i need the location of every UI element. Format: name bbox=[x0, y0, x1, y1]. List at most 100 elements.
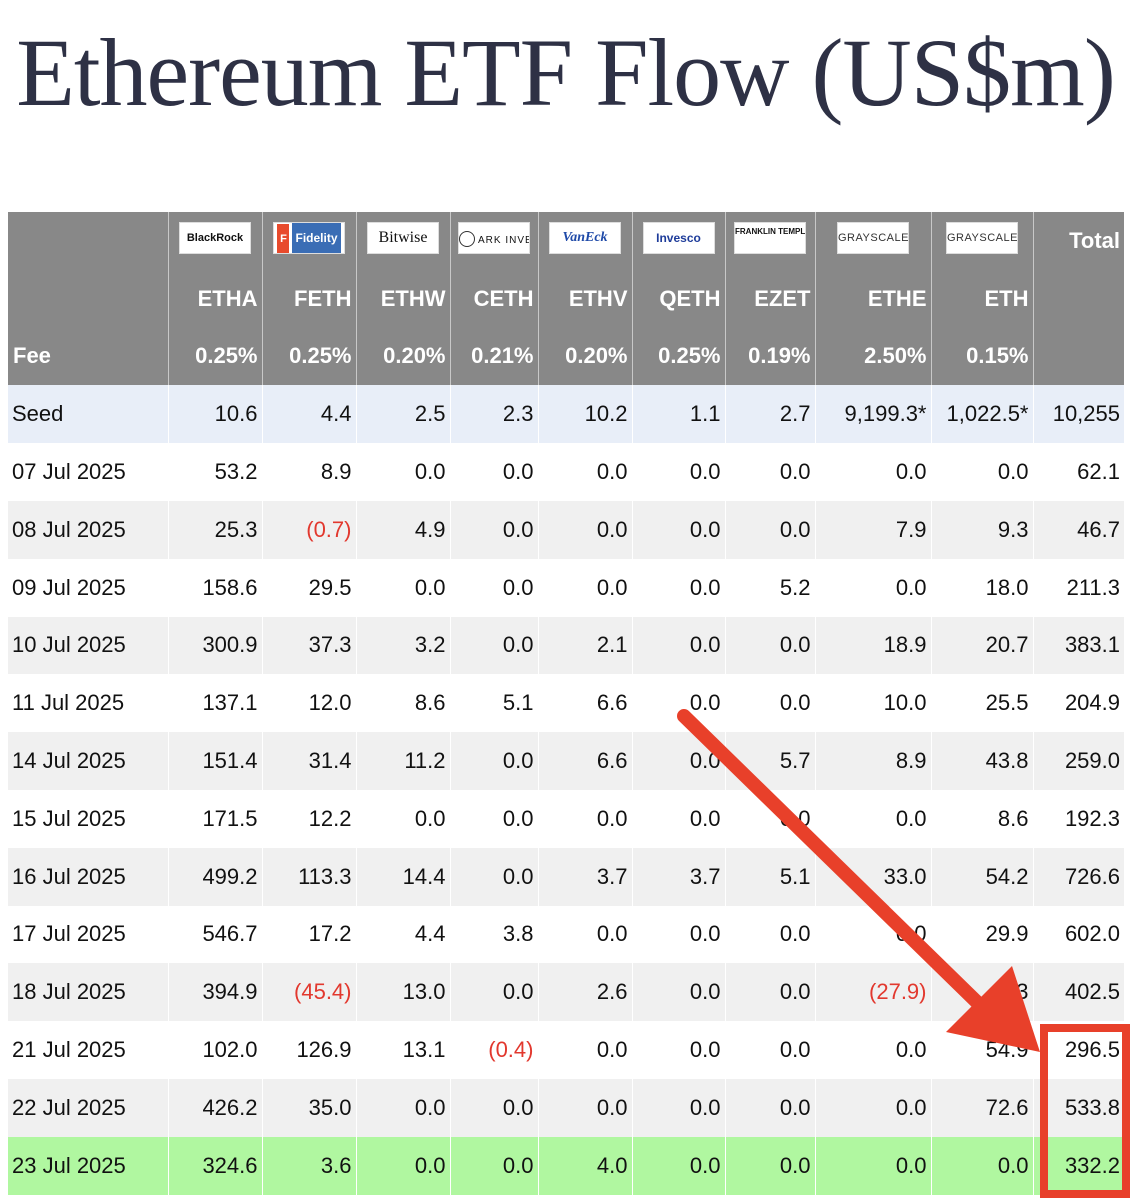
flow-cell: 0.0 bbox=[537, 443, 632, 501]
flow-cell: 0.0 bbox=[537, 558, 632, 617]
flow-cell: 5.3 bbox=[930, 963, 1033, 1022]
ticker-cell: ETHA bbox=[167, 269, 262, 328]
row-label: 08 Jul 2025 bbox=[8, 500, 168, 559]
flow-cell: 4.0 bbox=[537, 1136, 632, 1195]
flow-cell: 5.2 bbox=[724, 558, 815, 617]
flow-cell: 35.0 bbox=[261, 1078, 356, 1137]
row-label: 23 Jul 2025 bbox=[8, 1136, 168, 1195]
fee-cell: 0.25% bbox=[167, 327, 262, 386]
issuer-cell: GRAYSCALE bbox=[930, 212, 1033, 270]
flow-cell: 1,022.5* bbox=[930, 385, 1033, 444]
flow-cell: 3.8 bbox=[449, 905, 538, 964]
flow-cell: 13.0 bbox=[355, 963, 450, 1022]
flow-cell: 102.0 bbox=[167, 1021, 262, 1079]
table-row: Seed 10.6 4.4 2.5 2.3 10.2 1.1 2.7 9,199.3* 1,022… bbox=[8, 385, 1124, 444]
flow-cell: 25.5 bbox=[930, 674, 1033, 733]
issuer-cell: ARK INVEST bbox=[449, 212, 538, 270]
ticker-cell: EZET bbox=[724, 269, 815, 328]
total-cell: 211.3 bbox=[1032, 558, 1124, 617]
flow-cell: 0.0 bbox=[724, 674, 815, 733]
row-label: 21 Jul 2025 bbox=[8, 1021, 168, 1079]
flow-cell: 0.0 bbox=[724, 1136, 815, 1195]
flow-cell: 126.9 bbox=[261, 1021, 356, 1079]
ticker-header-row: ETHA FETH ETHW CETH ETHV QETH EZET ETHE … bbox=[8, 269, 1124, 328]
flow-cell: 14.4 bbox=[355, 847, 450, 906]
total-header: Total bbox=[1032, 212, 1124, 270]
flow-cell: 29.9 bbox=[930, 905, 1033, 964]
ticker-cell: ETHV bbox=[537, 269, 632, 328]
flow-cell: 10.6 bbox=[167, 385, 262, 444]
flow-cell: 12.0 bbox=[261, 674, 356, 733]
flow-cell: 0.0 bbox=[724, 443, 815, 501]
flow-cell: 54.9 bbox=[930, 1021, 1033, 1079]
flow-cell: 0.0 bbox=[355, 1136, 450, 1195]
ticker-cell: QETH bbox=[631, 269, 725, 328]
flow-cell: 37.3 bbox=[261, 616, 356, 675]
flow-cell: 0.0 bbox=[537, 1021, 632, 1079]
flow-cell: 18.9 bbox=[814, 616, 931, 675]
flow-cell: 0.0 bbox=[814, 1078, 931, 1137]
table-row: 17 Jul 2025 546.7 17.2 4.4 3.8 0.0 0.0 0.0 0.0 29… bbox=[8, 905, 1124, 964]
row-label: Seed bbox=[8, 385, 168, 444]
flow-cell: 0.0 bbox=[449, 500, 538, 559]
ticker-cell: ETHE bbox=[814, 269, 931, 328]
flow-cell: 13.1 bbox=[355, 1021, 450, 1079]
header-blank bbox=[8, 269, 168, 328]
total-cell: 192.3 bbox=[1032, 789, 1124, 848]
table-row: 14 Jul 2025 151.4 31.4 11.2 0.0 6.6 0.0 5.7 8.9 4… bbox=[8, 732, 1124, 790]
ticker-cell: FETH bbox=[261, 269, 356, 328]
table-row: 11 Jul 2025 137.1 12.0 8.6 5.1 6.6 0.0 0.0 10.0 2… bbox=[8, 674, 1124, 733]
flow-cell: 0.0 bbox=[724, 789, 815, 848]
flow-cell: 3.7 bbox=[631, 847, 725, 906]
flow-cell: 33.0 bbox=[814, 847, 931, 906]
table-row: 09 Jul 2025 158.6 29.5 0.0 0.0 0.0 0.0 5.2 0.0 18… bbox=[8, 558, 1124, 617]
flow-cell: 0.0 bbox=[449, 963, 538, 1022]
total-cell: 62.1 bbox=[1032, 443, 1124, 501]
fee-cell: 0.20% bbox=[537, 327, 632, 386]
flow-cell: 0.0 bbox=[724, 500, 815, 559]
fee-cell: 0.20% bbox=[355, 327, 450, 386]
flow-cell: (0.7) bbox=[261, 500, 356, 559]
flow-cell: 0.0 bbox=[631, 674, 725, 733]
issuer-cell: Invesco bbox=[631, 212, 725, 270]
row-label: 10 Jul 2025 bbox=[8, 616, 168, 675]
flow-cell: 0.0 bbox=[449, 558, 538, 617]
flow-cell: 0.0 bbox=[814, 443, 931, 501]
flow-cell: 0.0 bbox=[355, 1078, 450, 1137]
fee-header-row: Fee 0.25% 0.25% 0.20% 0.21% 0.20% 0.25% … bbox=[8, 327, 1124, 386]
flow-cell: 0.0 bbox=[537, 1078, 632, 1137]
flow-cell: 0.0 bbox=[449, 732, 538, 790]
invesco-logo: Invesco bbox=[642, 221, 715, 254]
flow-cell: 0.0 bbox=[631, 558, 725, 617]
total-cell: 383.1 bbox=[1032, 616, 1124, 675]
header-blank bbox=[1032, 269, 1124, 328]
flow-cell: 12.2 bbox=[261, 789, 356, 848]
header-blank bbox=[1032, 327, 1124, 386]
fee-cell: 0.15% bbox=[930, 327, 1033, 386]
table-row: 18 Jul 2025 394.9 (45.4) 13.0 0.0 2.6 0.0 0.0 (2… bbox=[8, 963, 1124, 1022]
flow-cell: 0.0 bbox=[537, 789, 632, 848]
vaneck-logo: VanEck bbox=[549, 221, 621, 254]
flow-cell: 8.6 bbox=[930, 789, 1033, 848]
flow-cell: 0.0 bbox=[814, 1136, 931, 1195]
flow-cell: 7.9 bbox=[814, 500, 931, 559]
row-label: 11 Jul 2025 bbox=[8, 674, 168, 733]
table-row: 07 Jul 2025 53.2 8.9 0.0 0.0 0.0 0.0 0.0 0.0 0.0 6… bbox=[8, 443, 1124, 501]
issuer-cell: FRANKLIN TEMPLETON bbox=[724, 212, 815, 270]
issuer-cell: Bitwise bbox=[355, 212, 450, 270]
flow-cell: 3.6 bbox=[261, 1136, 356, 1195]
flow-cell: 0.0 bbox=[537, 905, 632, 964]
table-row: 22 Jul 2025 426.2 35.0 0.0 0.0 0.0 0.0 0.0 0.0 72… bbox=[8, 1078, 1124, 1137]
flow-cell: 0.0 bbox=[814, 789, 931, 848]
flow-cell: 9.3 bbox=[930, 500, 1033, 559]
flow-cell: 0.0 bbox=[449, 789, 538, 848]
flow-cell: 0.0 bbox=[724, 616, 815, 675]
table-row: 08 Jul 2025 25.3 (0.7) 4.9 0.0 0.0 0.0 0.0 7.9 9.… bbox=[8, 500, 1124, 559]
flow-cell: 0.0 bbox=[814, 558, 931, 617]
flow-cell: 53.2 bbox=[167, 443, 262, 501]
flow-cell: 29.5 bbox=[261, 558, 356, 617]
flow-cell: 5.1 bbox=[449, 674, 538, 733]
flow-cell: 0.0 bbox=[449, 443, 538, 501]
row-label: 15 Jul 2025 bbox=[8, 789, 168, 848]
